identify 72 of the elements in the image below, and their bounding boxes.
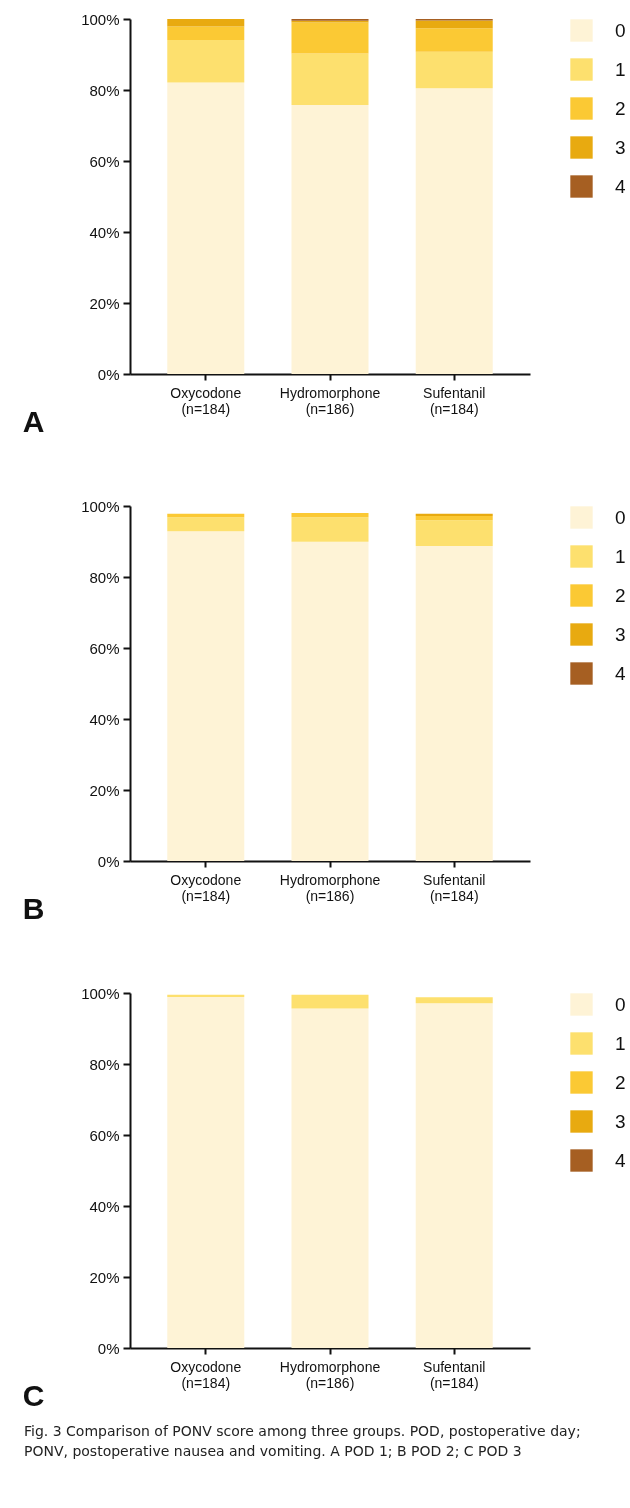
y-tick-label: 20%: [89, 781, 120, 799]
legend-label: 2: [615, 584, 626, 606]
bar: [415, 513, 493, 516]
bar: [415, 520, 493, 547]
y-tick-label: 0%: [97, 852, 120, 870]
y-tick-label: 0%: [97, 1339, 120, 1357]
bar: [291, 517, 369, 542]
x-tick-label: Oxycodone (n=184): [170, 1358, 242, 1391]
x-tick-label: Sufentanil (n=184): [423, 384, 486, 417]
legend-label: 3: [615, 136, 626, 158]
bar: [415, 88, 493, 374]
text: A: [22, 405, 45, 438]
bar: [291, 22, 369, 54]
x-tick-label: Sufentanil (n=184): [423, 871, 486, 904]
y-tick-label: 100%: [81, 984, 120, 1002]
y-tick-label: 40%: [89, 710, 120, 728]
y-tick-label: 60%: [89, 639, 120, 657]
y-tick-label: 80%: [89, 1055, 120, 1073]
y-tick-label: 40%: [89, 223, 120, 241]
bar: [291, 1008, 369, 1348]
y-tick-label: 60%: [89, 1126, 120, 1144]
bar: [291, 53, 369, 105]
y-tick-label: 20%: [89, 294, 120, 312]
bar: [415, 20, 493, 29]
y-tick-label: 40%: [89, 1197, 120, 1215]
legend-label: 1: [615, 1032, 626, 1054]
text: B: [22, 892, 45, 925]
y-tick-label: 0%: [97, 365, 120, 383]
bar: [291, 104, 369, 374]
y-tick-label: 20%: [89, 1268, 120, 1286]
text: C: [22, 1379, 45, 1412]
bar: [415, 28, 493, 52]
bar: [167, 82, 245, 374]
bar: [167, 994, 245, 997]
bar: [167, 19, 245, 27]
y-tick-label: 60%: [89, 152, 120, 170]
legend-label: 1: [615, 545, 626, 567]
legend-label: 0: [615, 506, 626, 528]
legend-label: 3: [615, 1110, 626, 1132]
caption: Fig. 3 Comparison of PONV score among three groups. POD, postoperative day; PONV, postoperative nausea and vomiting. A POD 1; B POD 2; C POD 3: [24, 1422, 582, 1461]
bar: [167, 531, 245, 861]
bar: [415, 515, 493, 521]
x-tick-label: Oxycodone (n=184): [170, 384, 242, 417]
bar: [415, 1003, 493, 1348]
bar: [291, 994, 369, 1009]
y-tick-label: 100%: [81, 497, 120, 515]
bar: [167, 39, 245, 83]
legend-label: 4: [615, 662, 626, 684]
bar: [415, 51, 493, 89]
bar: [415, 546, 493, 861]
legend-label: 3: [615, 623, 626, 645]
legend-label: 4: [615, 1149, 626, 1171]
bar: [415, 997, 493, 1004]
x-tick-label: Sufentanil (n=184): [423, 1358, 486, 1391]
legend-label: 0: [615, 19, 626, 41]
y-tick-label: 80%: [89, 568, 120, 586]
y-tick-label: 100%: [81, 10, 120, 28]
bar: [291, 513, 369, 518]
x-tick-label: Oxycodone (n=184): [170, 871, 242, 904]
legend-label: 2: [615, 1071, 626, 1093]
legend-label: 0: [615, 993, 626, 1015]
x-tick-label: Hydromorphone (n=186): [279, 1358, 381, 1391]
bar: [167, 996, 245, 1348]
x-tick-label: Hydromorphone (n=186): [279, 871, 381, 904]
y-tick-label: 80%: [89, 81, 120, 99]
legend-label: 2: [615, 97, 626, 119]
legend-label: 4: [615, 175, 626, 197]
x-tick-label: Hydromorphone (n=186): [279, 384, 381, 417]
bar: [167, 517, 245, 532]
legend-label: 1: [615, 58, 626, 80]
bar: [291, 541, 369, 861]
bar: [167, 26, 245, 40]
